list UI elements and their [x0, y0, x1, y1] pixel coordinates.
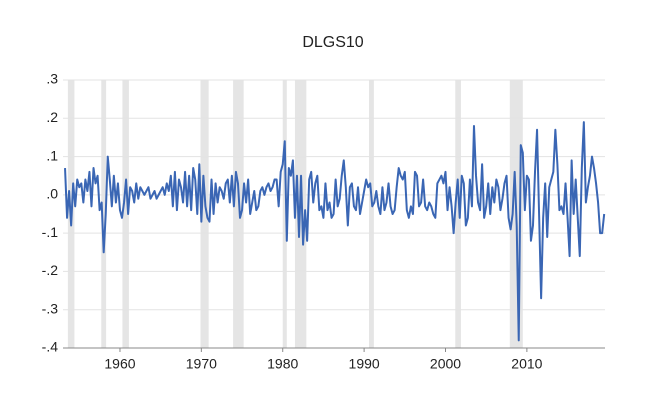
- y-tick-label: .1: [46, 147, 58, 163]
- y-tick-label: -.2: [42, 262, 59, 278]
- x-tick-label: 1990: [349, 356, 380, 372]
- y-tick-label: .2: [46, 109, 58, 125]
- x-tick-label: 2000: [430, 356, 461, 372]
- y-tick-label: .3: [46, 71, 58, 87]
- y-tick-label: -.4: [42, 339, 59, 355]
- recession-band: [368, 80, 374, 348]
- recession-band: [122, 80, 129, 348]
- recession-band: [282, 80, 287, 348]
- recession-band: [200, 80, 209, 348]
- x-tick-label: 1960: [104, 356, 135, 372]
- x-tick-label: 2010: [511, 356, 542, 372]
- y-tick-label: -.3: [42, 300, 59, 316]
- recession-band: [455, 80, 461, 348]
- x-tick-label: 1970: [186, 356, 217, 372]
- recession-band: [101, 80, 107, 348]
- x-tick-label: 1980: [267, 356, 298, 372]
- recession-band: [233, 80, 244, 348]
- y-tick-label: .0: [46, 186, 58, 202]
- chart-title: DLGS10: [302, 34, 363, 51]
- y-tick-label: -.1: [42, 224, 59, 240]
- data-line: [64, 121, 606, 342]
